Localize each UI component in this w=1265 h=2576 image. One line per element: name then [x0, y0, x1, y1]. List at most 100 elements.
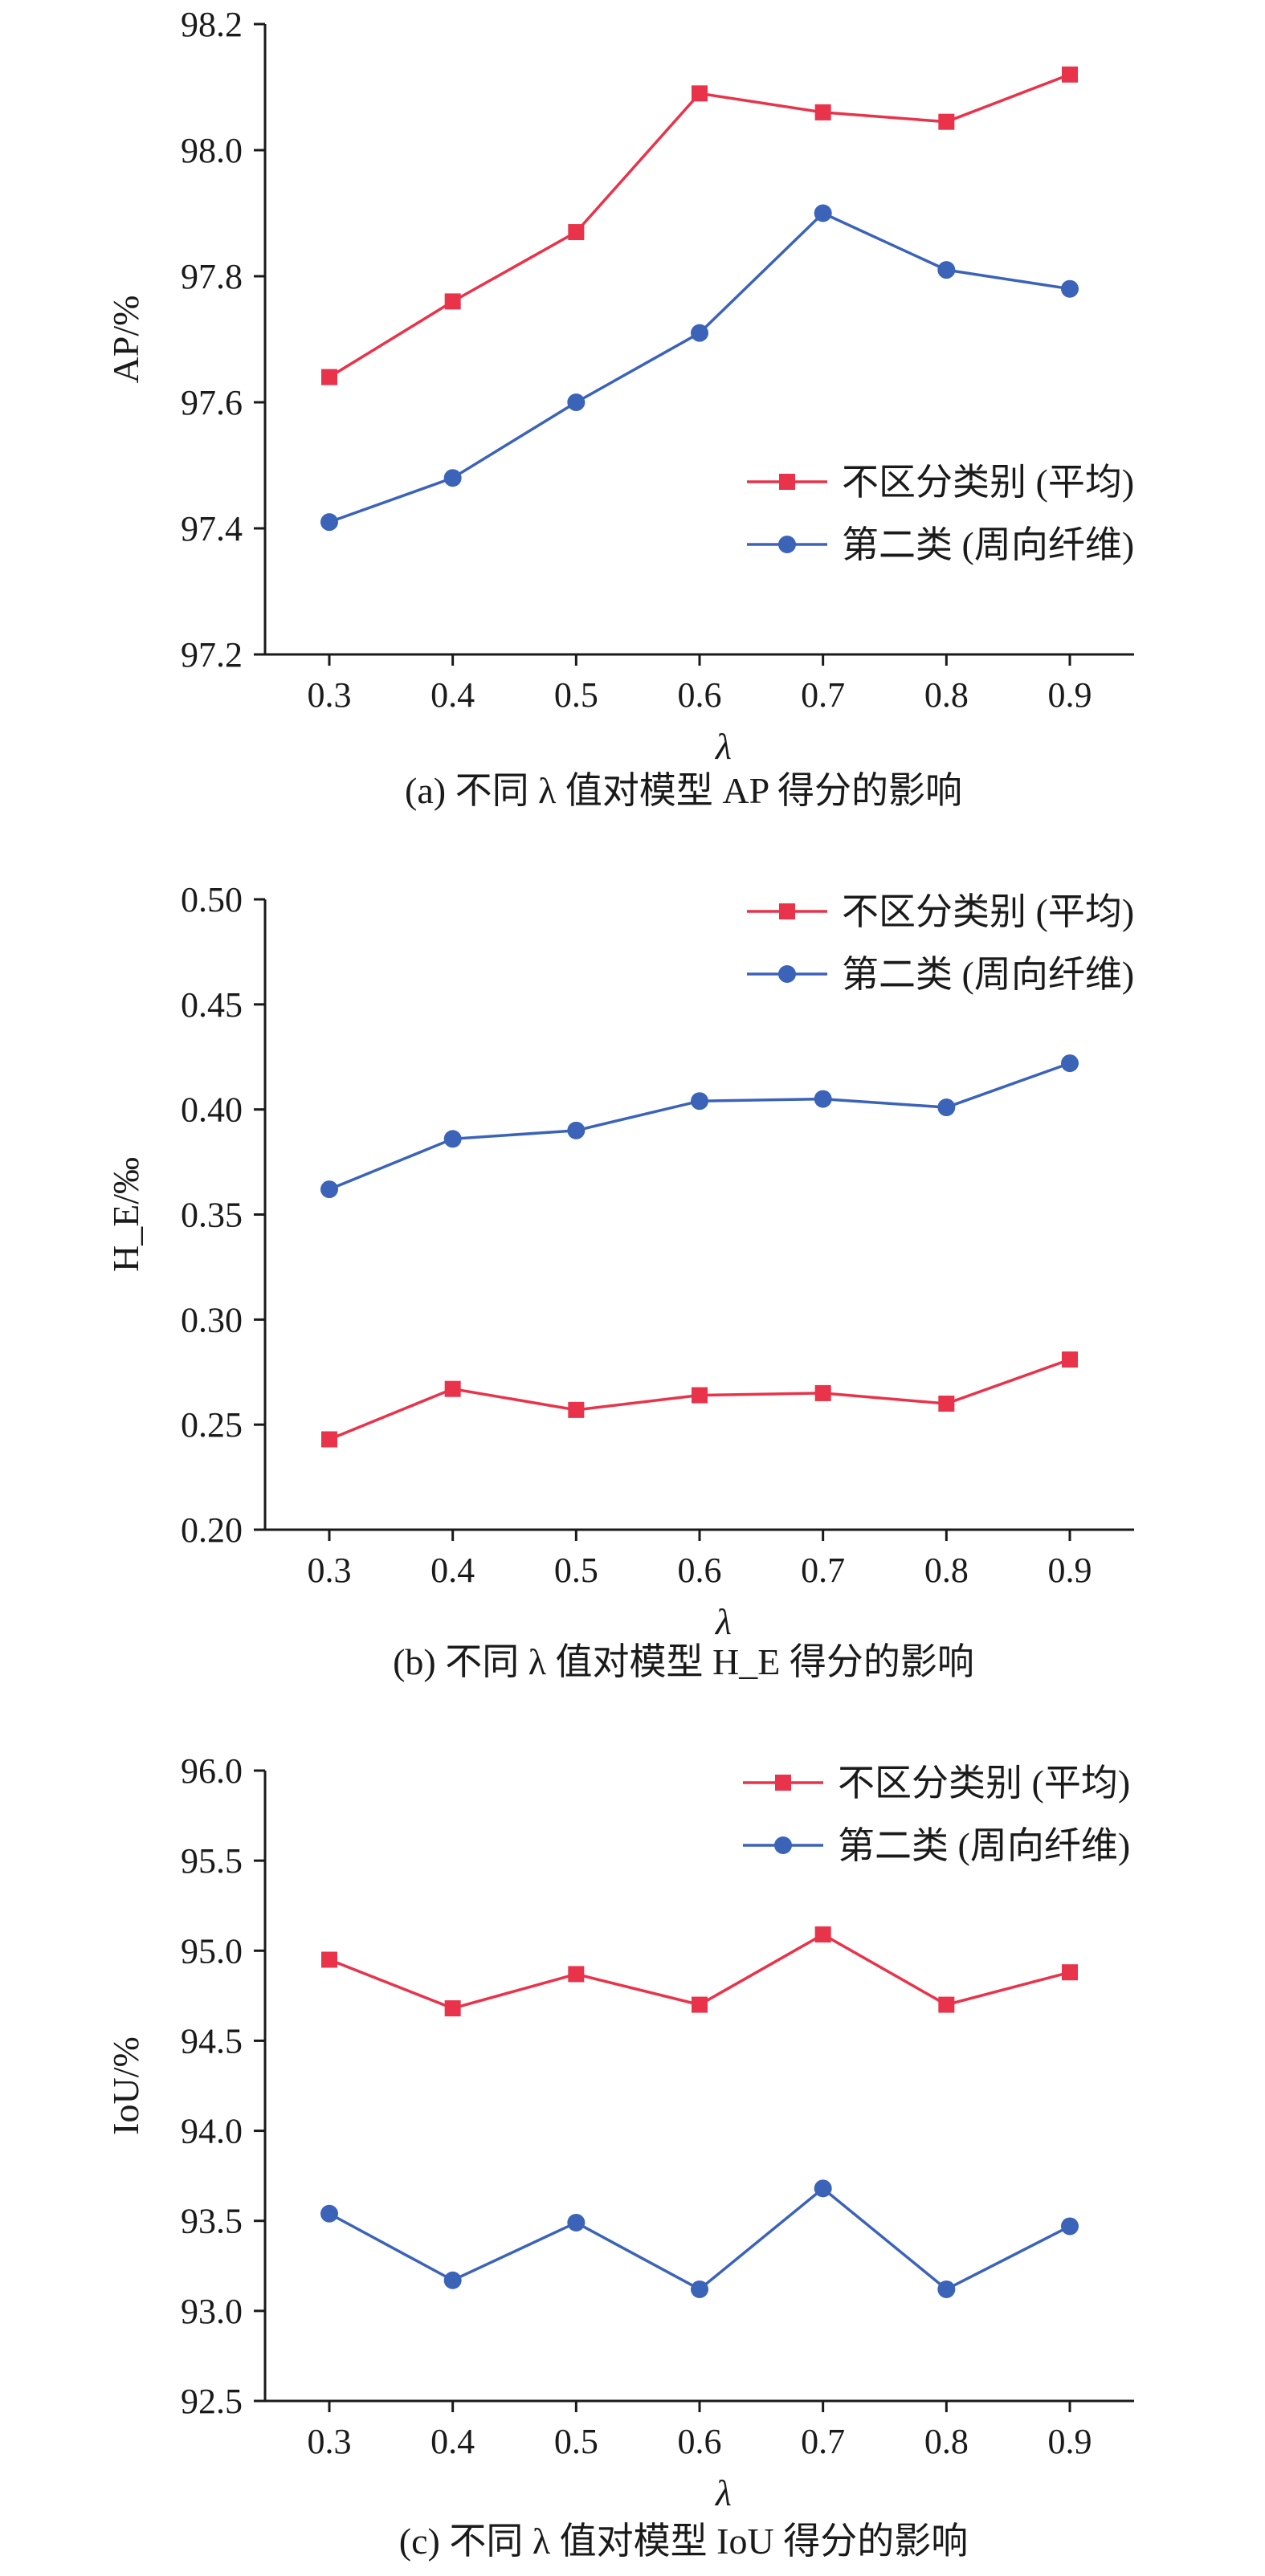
data-point-square	[568, 1401, 585, 1418]
x-tick-label: 0.5	[554, 675, 598, 715]
x-tick-label: 0.4	[431, 675, 475, 715]
data-point-circle	[937, 2280, 956, 2298]
x-tick-label: 0.9	[1048, 675, 1092, 715]
y-tick-label: 92.5	[181, 2382, 243, 2421]
x-tick-label: 0.6	[678, 675, 722, 715]
data-point-circle	[814, 1090, 832, 1108]
data-point-square	[938, 113, 955, 130]
data-point-square	[938, 1396, 955, 1412]
data-point-square	[444, 2000, 461, 2017]
data-point-square	[321, 369, 337, 385]
legend-label: 第二类 (周向纤维)	[838, 1825, 1130, 1866]
data-point-circle	[567, 2213, 586, 2232]
legend-label: 不区分类别 (平均)	[838, 1763, 1130, 1804]
data-point-square	[814, 104, 831, 120]
y-tick-label: 0.20	[181, 1510, 243, 1550]
data-point-circle	[691, 2280, 708, 2298]
x-tick-label: 0.3	[308, 675, 352, 715]
data-point-circle	[567, 1121, 586, 1139]
x-tick-label: 0.8	[924, 1551, 969, 1590]
legend-entry: 不区分类别 (平均)	[747, 891, 1134, 932]
y-tick-label: 0.40	[181, 1090, 243, 1130]
legend-marker-circle	[774, 1836, 792, 1854]
y-tick-label: 97.4	[181, 509, 243, 548]
data-point-square	[568, 224, 585, 241]
data-point-circle	[567, 393, 586, 411]
x-tick-label: 0.5	[554, 2422, 598, 2461]
x-tick-label: 0.6	[678, 2422, 722, 2461]
x-tick-label: 0.9	[1048, 2422, 1092, 2461]
legend-entry: 不区分类别 (平均)	[747, 462, 1134, 503]
data-point-circle	[1061, 2217, 1079, 2236]
y-tick-label: 98.0	[181, 131, 243, 170]
data-point-circle	[320, 2204, 338, 2223]
x-axis-title: λ	[714, 726, 732, 767]
legend-marker-square	[775, 1775, 791, 1791]
series-line	[328, 2187, 1071, 2292]
data-point-square	[692, 1387, 708, 1404]
data-point-square	[444, 1380, 461, 1397]
data-point-circle	[320, 1180, 338, 1199]
figure-caption: (a) 不同 λ 值对模型 AP 得分的影响	[405, 770, 962, 811]
figure-caption: (c) 不同 λ 值对模型 IoU 得分的影响	[399, 2521, 968, 2562]
chart-panel-1: 97.2 97.4 97.6 97.8 98.0 98.2 0.3 0.4 0.5 0.6 0.7 0…	[105, 5, 1134, 811]
data-point-square	[321, 1951, 337, 1968]
x-axis-title: λ	[714, 1601, 732, 1642]
y-tick-label: 0.50	[181, 880, 243, 919]
legend-entry: 第二类 (周向纤维)	[747, 954, 1134, 995]
x-tick-label: 0.7	[801, 675, 845, 715]
data-point-square	[938, 1996, 955, 2013]
data-point-square	[444, 293, 461, 310]
y-tick-label: 0.45	[181, 985, 243, 1025]
legend-label: 第二类 (周向纤维)	[842, 524, 1134, 565]
y-tick-label: 95.0	[181, 1931, 243, 1971]
x-axis-title: λ	[714, 2472, 732, 2513]
legend-label: 第二类 (周向纤维)	[842, 954, 1134, 995]
x-tick-label: 0.5	[554, 1551, 598, 1590]
series-line	[328, 1062, 1071, 1191]
y-tick-label: 0.25	[181, 1405, 243, 1445]
y-tick-label: 96.0	[181, 1751, 243, 1791]
y-axis-title: IoU/%	[105, 2036, 146, 2135]
y-tick-label: 0.30	[181, 1300, 243, 1339]
data-point-circle	[691, 1092, 708, 1111]
y-tick-label: 97.2	[181, 635, 243, 675]
data-point-circle	[814, 2179, 832, 2198]
x-tick-label: 0.4	[431, 2422, 475, 2461]
y-axis-title: AP/%	[105, 296, 146, 384]
legend-marker-circle	[778, 536, 796, 553]
x-tick-label: 0.3	[308, 2422, 352, 2461]
data-point-circle	[691, 324, 708, 342]
data-point-square	[814, 1384, 831, 1401]
legend-label: 不区分类别 (平均)	[842, 462, 1134, 503]
x-tick-label: 0.8	[924, 2422, 969, 2461]
data-point-circle	[443, 2271, 462, 2289]
y-tick-label: 93.0	[181, 2292, 243, 2331]
y-tick-label: 94.5	[181, 2021, 243, 2060]
data-point-circle	[1061, 1054, 1079, 1073]
legend-entry: 第二类 (周向纤维)	[747, 524, 1134, 565]
data-point-square	[692, 85, 708, 102]
y-tick-label: 97.6	[181, 383, 243, 422]
figure-caption: (b) 不同 λ 值对模型 H_E 得分的影响	[393, 1641, 974, 1682]
x-tick-label: 0.3	[308, 1551, 352, 1590]
data-point-circle	[443, 469, 462, 487]
data-point-square	[1062, 1964, 1078, 1981]
legend-marker-circle	[778, 965, 796, 983]
y-axis-title: H_E/‰	[105, 1157, 146, 1272]
data-point-square	[1062, 1351, 1078, 1368]
x-tick-label: 0.7	[801, 2422, 845, 2461]
data-point-circle	[814, 204, 832, 222]
chart-panel-2: 0.20 0.25 0.30 0.35 0.40 0.45 0.50 0.3 0.4 0.5 0.6…	[105, 880, 1134, 1682]
data-point-circle	[937, 1098, 956, 1117]
y-tick-label: 93.5	[181, 2202, 243, 2241]
chart-panel-3: 92.5 93.0 93.5 94.0 94.5 95.0 95.5 96.0 0.3 0.4 0.…	[105, 1751, 1134, 2562]
y-tick-label: 0.35	[181, 1196, 243, 1235]
legend-marker-square	[779, 903, 795, 919]
data-point-circle	[937, 261, 956, 279]
x-tick-label: 0.6	[678, 1551, 722, 1590]
data-point-circle	[1061, 279, 1079, 298]
y-tick-label: 98.2	[181, 5, 243, 44]
data-point-square	[1062, 66, 1078, 83]
